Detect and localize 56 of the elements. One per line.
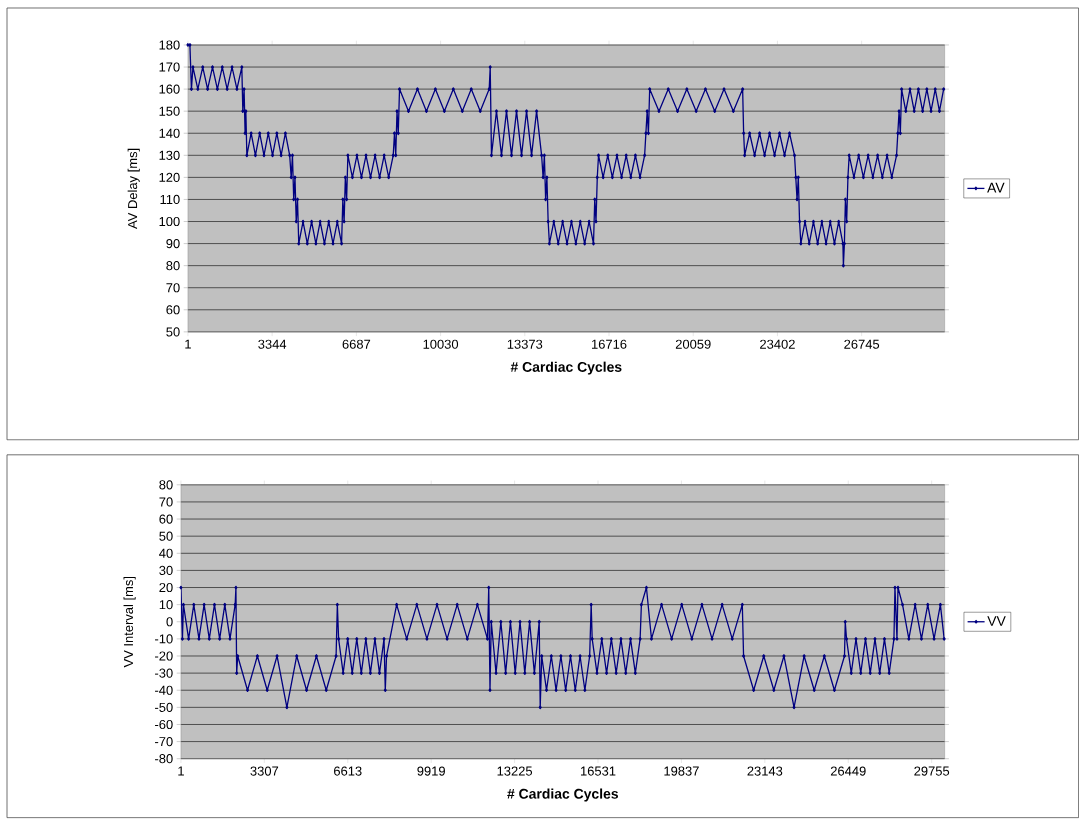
y-tick-label: 130 [159, 150, 180, 161]
y-tick-label: 40 [159, 548, 173, 559]
x-tick-label: 23143 [747, 766, 783, 776]
x-tick-label: 3307 [250, 766, 279, 776]
y-tick-label: 70 [166, 283, 180, 293]
y-tick-label: 50 [166, 327, 180, 337]
y-tick-label: -20 [155, 651, 173, 661]
x-tick-label: 9919 [417, 766, 445, 776]
y-tick-label: 10 [159, 600, 173, 610]
x-tick-label: 19837 [664, 766, 699, 776]
y-tick-label: 120 [159, 172, 180, 183]
y-tick-label: 30 [159, 565, 173, 576]
y-tick-label: -40 [155, 685, 173, 695]
x-tick-label: 23402 [760, 339, 795, 349]
x-tick-label: 29755 [914, 766, 950, 776]
y-axis-title: VV Interval [ms] [123, 577, 136, 668]
y-tick-label: 20 [159, 583, 173, 593]
y-tick-label: 80 [159, 480, 173, 490]
y-tick-label: 150 [159, 106, 180, 116]
x-axis-title: # Cardiac Cycles [510, 361, 622, 375]
y-tick-label: 60 [159, 514, 173, 524]
y-axis-title: AV Delay [ms] [127, 148, 140, 230]
legend-label: AV [987, 183, 1005, 193]
y-tick-label: 0 [166, 617, 173, 627]
x-tick-label: 6613 [334, 766, 362, 776]
y-tick-label: 90 [166, 239, 180, 249]
y-tick-label: -80 [155, 754, 173, 764]
x-tick-label: 16716 [592, 339, 627, 349]
y-tick-label: 110 [160, 195, 180, 205]
y-tick-label: -50 [155, 702, 173, 713]
x-tick-label: 20059 [675, 339, 711, 349]
y-tick-label: 70 [159, 497, 173, 507]
x-tick-label: 13373 [507, 339, 543, 349]
y-tick-label: -10 [155, 634, 173, 644]
y-tick-label: -60 [155, 720, 173, 730]
x-tick-label: 3344 [258, 339, 287, 349]
y-tick-label: 100 [159, 217, 180, 227]
y-tick-label: 50 [159, 531, 173, 541]
y-tick-label: 140 [159, 128, 180, 138]
x-tick-label: 13225 [497, 766, 533, 776]
x-tick-label: 10030 [423, 339, 459, 349]
x-tick-label: 1 [178, 766, 184, 776]
y-tick-label: -30 [155, 668, 173, 678]
x-tick-label: 16531 [581, 766, 616, 776]
y-tick-label: 170 [159, 62, 180, 72]
y-tick-label: -70 [155, 737, 173, 747]
y-tick-label: 180 [159, 40, 180, 50]
x-axis-title: # Cardiac Cycles [507, 788, 619, 802]
y-tick-label: 160 [159, 84, 180, 94]
y-tick-label: 80 [166, 261, 180, 271]
y-tick-label: 60 [166, 305, 180, 315]
x-tick-label: 26745 [844, 339, 880, 349]
x-tick-label: 6687 [342, 339, 371, 349]
legend-label: VV [987, 616, 1006, 626]
x-tick-label: 1 [185, 339, 191, 349]
x-tick-label: 26449 [830, 766, 866, 776]
